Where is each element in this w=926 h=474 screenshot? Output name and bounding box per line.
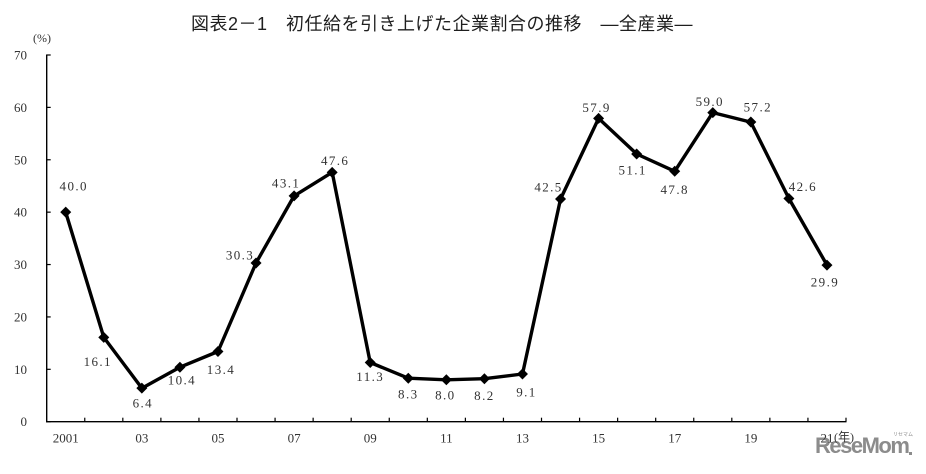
data-value-label: 13.4 bbox=[207, 362, 235, 377]
resemom-watermark-logo: リセマム ReseMom bbox=[815, 430, 920, 462]
diamond-marker-icon bbox=[60, 206, 72, 218]
diamond-marker-icon bbox=[174, 361, 186, 373]
y-tick-label: 40 bbox=[14, 205, 27, 220]
y-axis: 0 10 20 30 40 50 60 70 bbox=[14, 48, 51, 429]
data-labels: 40.0 16.1 6.4 10.4 13.4 30.3 43.1 47.6 11.3 8.3 8.… bbox=[60, 94, 839, 411]
diamond-marker-icon bbox=[745, 116, 757, 128]
diamond-marker-icon bbox=[707, 107, 719, 119]
diamond-marker-icon bbox=[516, 368, 528, 380]
diamond-marker-icon bbox=[136, 382, 148, 394]
y-axis-unit-label: (%) bbox=[33, 31, 51, 45]
diamond-marker-icon bbox=[821, 259, 833, 271]
y-tick-label: 0 bbox=[21, 414, 28, 429]
data-value-label: 9.1 bbox=[516, 385, 536, 400]
x-tick-label: 15 bbox=[592, 431, 605, 446]
x-axis: 2001 03 05 07 09 11 13 15 17 19 21 (年) bbox=[46, 417, 854, 446]
y-tick-label: 20 bbox=[14, 309, 27, 324]
data-value-label: 29.9 bbox=[811, 275, 839, 290]
data-value-label: 40.0 bbox=[60, 179, 88, 194]
data-series bbox=[60, 107, 833, 394]
diamond-marker-icon bbox=[402, 372, 414, 384]
x-tick-label: 07 bbox=[288, 431, 302, 446]
data-value-label: 51.1 bbox=[618, 163, 646, 178]
data-value-label: 59.0 bbox=[696, 94, 724, 109]
diamond-marker-icon bbox=[555, 193, 567, 205]
x-axis-unit-label: (年) bbox=[834, 430, 854, 444]
data-value-label: 57.9 bbox=[582, 100, 610, 115]
watermark-kana: リセマム bbox=[893, 432, 914, 438]
x-tick-label: 11 bbox=[440, 431, 453, 446]
diamond-marker-icon bbox=[250, 257, 262, 269]
data-value-label: 8.3 bbox=[398, 387, 418, 402]
diamond-marker-icon bbox=[326, 166, 338, 178]
x-tick-label: 19 bbox=[744, 431, 757, 446]
y-tick-label: 50 bbox=[14, 152, 27, 167]
data-value-label: 57.2 bbox=[744, 100, 772, 115]
y-tick-label: 10 bbox=[14, 362, 27, 377]
x-tick-label: 17 bbox=[668, 431, 682, 446]
data-value-label: 47.6 bbox=[321, 153, 349, 168]
data-value-label: 47.8 bbox=[661, 182, 689, 197]
data-value-label: 16.1 bbox=[84, 354, 112, 369]
x-tick-label: 05 bbox=[211, 431, 224, 446]
data-value-label: 10.4 bbox=[168, 373, 196, 388]
watermark-brand-text: ReseMom bbox=[815, 433, 910, 458]
data-value-label: 42.5 bbox=[534, 180, 562, 195]
data-value-label: 11.3 bbox=[356, 369, 384, 384]
diamond-marker-icon bbox=[440, 374, 452, 386]
diamond-marker-icon bbox=[212, 346, 224, 358]
data-value-label: 30.3 bbox=[226, 247, 254, 262]
x-tick-label: 03 bbox=[135, 431, 148, 446]
x-tick-label: 21 bbox=[820, 431, 833, 446]
watermark-dot bbox=[909, 452, 912, 455]
data-value-label: 42.6 bbox=[789, 179, 817, 194]
diamond-marker-icon bbox=[669, 165, 681, 177]
data-value-label: 8.2 bbox=[474, 388, 494, 403]
diamond-marker-icon bbox=[478, 373, 490, 385]
diamond-marker-icon bbox=[98, 331, 110, 343]
diamond-marker-icon bbox=[593, 112, 605, 124]
diamond-marker-icon bbox=[631, 148, 643, 160]
series-line bbox=[63, 110, 829, 390]
diamond-marker-icon bbox=[783, 193, 795, 205]
x-tick-label: 2001 bbox=[53, 431, 79, 446]
y-tick-label: 60 bbox=[14, 100, 27, 115]
y-tick-label: 30 bbox=[14, 257, 27, 272]
diamond-marker-icon bbox=[288, 190, 300, 202]
chart-title: 図表2－1 初任給を引き上げた企業割合の推移 ―全産業― bbox=[190, 14, 694, 34]
diamond-marker-icon bbox=[364, 357, 376, 369]
x-tick-label: 09 bbox=[364, 431, 377, 446]
y-tick-label: 70 bbox=[14, 48, 27, 63]
data-value-label: 8.0 bbox=[435, 387, 455, 402]
data-value-label: 43.1 bbox=[272, 175, 300, 190]
x-tick-label: 13 bbox=[516, 431, 529, 446]
data-value-label: 6.4 bbox=[133, 396, 153, 411]
